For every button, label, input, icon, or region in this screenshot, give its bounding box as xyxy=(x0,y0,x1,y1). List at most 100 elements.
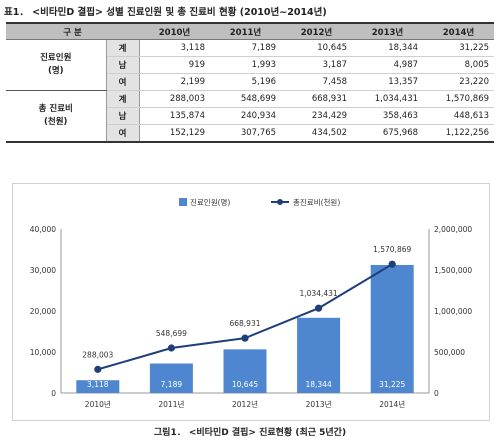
table-cell: 1,993 xyxy=(210,56,282,74)
table-cell: 434,502 xyxy=(281,124,353,143)
sub-label: 여 xyxy=(106,124,140,143)
table-cell: 5,196 xyxy=(210,73,282,91)
group-label-cost: 총 진료비 (천원) xyxy=(6,90,107,143)
group-label-line: 진료인원 xyxy=(40,53,72,63)
legend-swatch-bar xyxy=(179,198,187,206)
legend-swatch-marker xyxy=(277,199,283,205)
y-tick-label-right: 1,000,000 xyxy=(434,307,472,316)
table-cell: 668,931 xyxy=(281,90,353,108)
bar xyxy=(370,264,414,393)
header-year: 2013년 xyxy=(352,22,424,40)
table-cell: 10,645 xyxy=(281,39,353,57)
chart-container: 0 10,000 20,000 30,000 40,000 0 500,000 1,000,0… xyxy=(12,183,490,421)
table-cell: 31,225 xyxy=(423,39,495,57)
group-label-unit: (명) xyxy=(47,66,64,76)
table-row: 총 진료비 (천원) 계 288,003 548,699 668,931 1,0… xyxy=(6,90,495,143)
table-row: 여 152,129 307,765 434,502 675,968 1,122,… xyxy=(6,124,495,143)
legend-label: 총진료비(천원) xyxy=(293,197,340,207)
table-row: 남 919 1,993 3,187 4,987 8,005 xyxy=(6,56,495,74)
line-point xyxy=(241,334,249,342)
table-cell: 7,189 xyxy=(210,39,282,57)
table-cell: 448,613 xyxy=(423,107,495,125)
table-cell: 135,874 xyxy=(139,107,211,125)
line-value-label: 1,570,869 xyxy=(373,245,411,254)
x-tick-label: 2014년 xyxy=(379,399,405,409)
table-cell: 1,570,869 xyxy=(423,90,495,108)
y-tick-label-left: 40,000 xyxy=(30,225,56,234)
line-point xyxy=(94,365,102,373)
header-category: 구 분 xyxy=(6,22,140,40)
combo-chart: 0 10,000 20,000 30,000 40,000 0 500,000 1,000,0… xyxy=(30,197,473,409)
group-label-unit: (천원) xyxy=(44,117,68,127)
table-cell: 307,765 xyxy=(210,124,282,143)
x-tick-label: 2013년 xyxy=(306,399,332,409)
table-cell: 7,458 xyxy=(281,73,353,91)
x-tick-label: 2012년 xyxy=(232,399,258,409)
y-tick-label-left: 30,000 xyxy=(30,266,56,275)
table-cell: 675,968 xyxy=(352,124,424,143)
line-point xyxy=(167,344,175,352)
x-tick-label: 2010년 xyxy=(85,399,111,409)
table-cell: 548,699 xyxy=(210,90,282,108)
table-cell: 13,357 xyxy=(352,73,424,91)
table-cell: 3,187 xyxy=(281,56,353,74)
table-cell: 1,034,431 xyxy=(352,90,424,108)
table-cell: 18,344 xyxy=(352,39,424,57)
table-title: 표1． <비타민D 결핍> 성별 진료인원 및 총 진료비 현황 (2010년~… xyxy=(4,7,327,18)
y-tick-label-right: 2,000,000 xyxy=(434,225,472,234)
sub-label: 계 xyxy=(106,90,140,108)
group-label-patients: 진료인원 (명) xyxy=(6,39,107,91)
line-point xyxy=(315,304,323,312)
line-value-label: 668,931 xyxy=(229,319,260,328)
y-tick-label-left: 20,000 xyxy=(30,307,56,316)
bar-value-label: 3,118 xyxy=(87,380,109,389)
header-year: 2012년 xyxy=(281,22,353,40)
header-year: 2014년 xyxy=(423,22,495,40)
line-point xyxy=(388,260,396,268)
bar-value-label: 18,344 xyxy=(305,380,331,389)
sub-label: 계 xyxy=(106,39,140,57)
table-cell: 234,429 xyxy=(281,107,353,125)
y-tick-label-right: 0 xyxy=(434,389,439,398)
bar-value-label: 31,225 xyxy=(379,380,405,389)
table-header-row: 구 분 2010년 2011년 2012년 2013년 2014년 xyxy=(6,22,495,40)
header-year: 2010년 xyxy=(139,22,211,40)
sub-label: 여 xyxy=(106,73,140,91)
sub-label: 남 xyxy=(106,56,140,74)
table-cell: 288,003 xyxy=(139,90,211,108)
line-value-label: 1,034,431 xyxy=(300,289,338,298)
group-label-line: 총 진료비 xyxy=(38,104,73,114)
table-cell: 1,122,256 xyxy=(423,124,495,143)
bar xyxy=(223,349,267,393)
table-row: 여 2,199 5,196 7,458 13,357 23,220 xyxy=(6,73,495,91)
table-cell: 240,934 xyxy=(210,107,282,125)
table-cell: 8,005 xyxy=(423,56,495,74)
table-cell: 3,118 xyxy=(139,39,211,57)
bar xyxy=(76,380,120,393)
bar xyxy=(297,317,341,393)
stats-table: 구 분 2010년 2011년 2012년 2013년 2014년 진료인원 (… xyxy=(6,22,495,143)
table-cell: 152,129 xyxy=(139,124,211,143)
line-value-label: 548,699 xyxy=(156,329,187,338)
bar-value-label: 7,189 xyxy=(161,380,183,389)
bar-value-label: 10,645 xyxy=(232,380,258,389)
y-tick-label-right: 1,500,000 xyxy=(434,266,472,275)
table-row: 남 135,874 240,934 234,429 358,463 448,61… xyxy=(6,107,495,125)
y-tick-label-right: 500,000 xyxy=(434,348,465,357)
table-cell: 4,987 xyxy=(352,56,424,74)
y-tick-label-left: 0 xyxy=(51,389,56,398)
legend-label: 진료인원(명) xyxy=(190,197,230,207)
table-cell: 919 xyxy=(139,56,211,74)
header-year: 2011년 xyxy=(210,22,282,40)
table-row: 진료인원 (명) 계 3,118 7,189 10,645 18,344 31,… xyxy=(6,39,495,91)
table-cell: 23,220 xyxy=(423,73,495,91)
figure-caption: 그림1． <비타민D 결핍> 진료현황 (최근 5년간) xyxy=(153,428,347,438)
table-cell: 2,199 xyxy=(139,73,211,91)
line-value-label: 288,003 xyxy=(82,350,113,359)
sub-label: 남 xyxy=(106,107,140,125)
bar xyxy=(149,363,193,393)
table-cell: 358,463 xyxy=(352,107,424,125)
y-tick-label-left: 10,000 xyxy=(30,348,56,357)
x-tick-label: 2011년 xyxy=(158,399,184,409)
